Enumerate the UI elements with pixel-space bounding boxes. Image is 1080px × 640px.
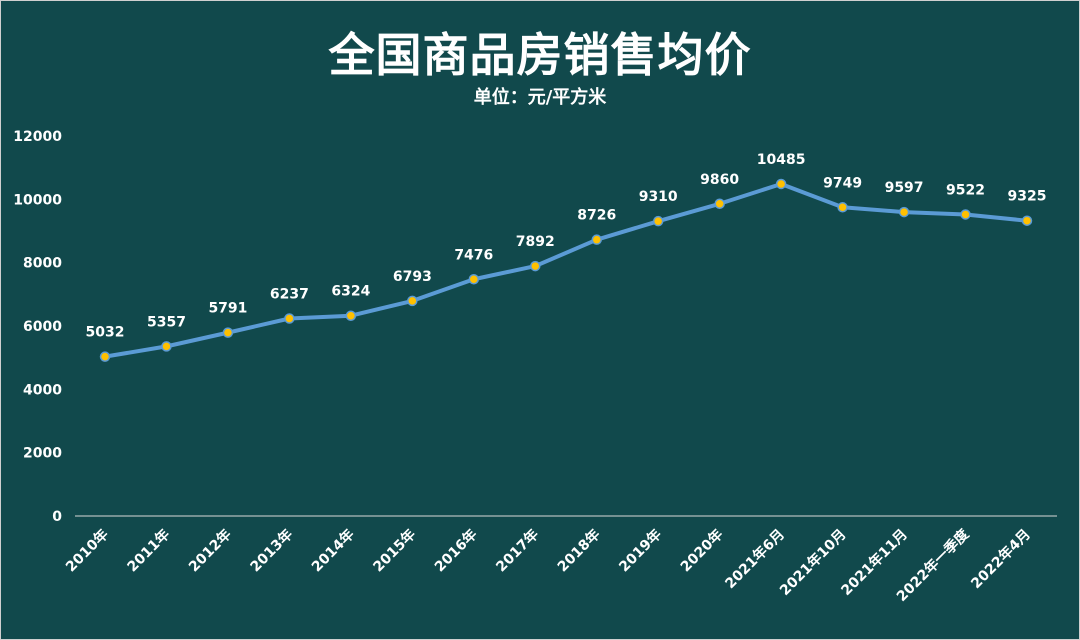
data-point	[99, 351, 111, 362]
x-tick-label: 2019年	[616, 526, 665, 575]
data-points	[99, 178, 1033, 362]
data-label: 9310	[639, 189, 678, 205]
x-tick-label: 2010年	[62, 526, 111, 575]
x-tick-label: 2016年	[431, 526, 480, 575]
series-line	[103, 181, 1029, 359]
data-point	[407, 295, 418, 307]
data-point	[530, 260, 541, 272]
x-tick-label: 2022年4月	[968, 526, 1034, 592]
data-point	[714, 198, 725, 210]
data-point	[345, 310, 357, 321]
x-tick-label: 2021年6月	[722, 526, 788, 592]
x-tick-label: 2011年	[124, 526, 173, 575]
data-label: 9749	[823, 175, 862, 191]
y-tick-label: 8000	[23, 256, 62, 272]
y-tick-label: 12000	[13, 129, 62, 145]
data-label: 7476	[454, 247, 493, 263]
x-tick-label: 2014年	[308, 526, 357, 575]
data-label: 7892	[516, 234, 555, 250]
y-axis: 0 2000 4000 6000 8000 10000 12000	[13, 129, 62, 525]
data-point	[161, 341, 172, 352]
y-tick-label: 0	[52, 509, 62, 525]
data-point	[468, 274, 480, 285]
data-label: 9860	[700, 172, 739, 188]
x-tick-label: 2018年	[554, 526, 603, 575]
data-labels: 5032 5357 5791 6237 6324 6793 7476 7892 8726 9310…	[86, 152, 1047, 341]
x-tick-label: 2017年	[493, 526, 542, 575]
y-tick-label: 2000	[23, 446, 62, 462]
chart-title: 全国商品房销售均价	[328, 28, 752, 82]
data-label: 5791	[208, 301, 247, 317]
data-point	[652, 215, 664, 227]
data-label: 6793	[393, 269, 432, 285]
data-label: 5357	[147, 314, 186, 330]
data-point	[1021, 215, 1033, 226]
data-label: 6237	[270, 286, 309, 302]
data-point	[775, 178, 787, 190]
x-tick-label: 2013年	[247, 526, 296, 575]
data-label: 6324	[331, 284, 370, 300]
data-label: 8726	[577, 208, 616, 224]
data-label: 5032	[86, 325, 125, 341]
chart-subtitle: 单位：元/平方米	[473, 87, 607, 108]
data-point	[591, 234, 602, 245]
data-point	[284, 313, 295, 324]
x-axis: 2010年 2011年 2012年 2013年 2014年 2015年 2016年 2017年…	[62, 525, 1033, 605]
x-tick-label: 2012年	[185, 526, 234, 575]
x-tick-label: 2020年	[677, 526, 726, 575]
data-label: 9325	[1008, 189, 1047, 205]
data-point	[960, 209, 971, 220]
data-point	[898, 206, 910, 218]
y-tick-label: 10000	[13, 192, 62, 208]
x-tick-label: 2015年	[370, 526, 419, 575]
y-tick-label: 4000	[23, 382, 62, 398]
data-label: 9522	[946, 182, 985, 198]
data-point	[837, 202, 848, 213]
data-point	[222, 327, 234, 338]
y-tick-label: 6000	[23, 319, 62, 335]
data-label: 9597	[885, 180, 924, 196]
data-label: 10485	[757, 152, 806, 168]
